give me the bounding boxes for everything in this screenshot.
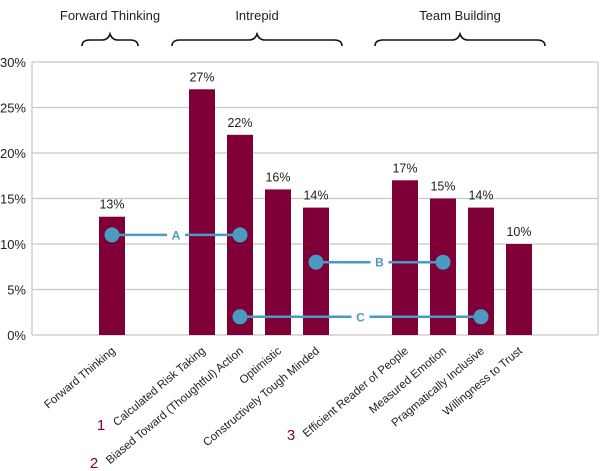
bar-3 bbox=[265, 189, 291, 335]
connector-dot bbox=[232, 227, 248, 243]
y-tick-label: 0% bbox=[7, 328, 26, 343]
x-category-label: Forward Thinking bbox=[42, 345, 118, 411]
y-tick-label: 20% bbox=[0, 146, 26, 161]
y-tick-label: 10% bbox=[0, 237, 26, 252]
data-label: 10% bbox=[506, 225, 531, 239]
group-header: Forward Thinking bbox=[60, 8, 160, 23]
data-label: 16% bbox=[265, 170, 290, 184]
group-brace bbox=[374, 31, 546, 47]
y-tick-label: 5% bbox=[7, 283, 26, 298]
x-category-label: Biased Toward (Thoughtful) Action bbox=[104, 345, 246, 467]
bar-8 bbox=[506, 244, 532, 335]
connector-label: C bbox=[356, 310, 365, 324]
connector-dot bbox=[104, 227, 120, 243]
category-number-marker: 1 bbox=[97, 417, 105, 434]
group-brace bbox=[81, 31, 139, 47]
bar-5 bbox=[392, 180, 418, 335]
bar-4 bbox=[303, 207, 329, 335]
connector-dot bbox=[473, 309, 489, 325]
connector-dot bbox=[232, 309, 248, 325]
connector-label: B bbox=[375, 256, 384, 270]
group-header: Intrepid bbox=[235, 8, 278, 23]
data-label: 14% bbox=[303, 189, 328, 203]
y-tick-label: 25% bbox=[0, 101, 26, 116]
data-label: 27% bbox=[189, 70, 214, 84]
connector-dot bbox=[308, 254, 324, 270]
category-number-marker: 3 bbox=[287, 427, 295, 444]
group-brace bbox=[171, 31, 343, 47]
bar-1 bbox=[189, 89, 215, 335]
group-header: Team Building bbox=[419, 8, 501, 23]
y-tick-label: 30% bbox=[0, 55, 26, 70]
data-label: 13% bbox=[99, 198, 124, 212]
data-label: 15% bbox=[430, 180, 455, 194]
connector-dot bbox=[435, 254, 451, 270]
data-label: 22% bbox=[227, 116, 252, 130]
category-number-marker: 2 bbox=[90, 455, 98, 471]
y-tick-label: 15% bbox=[0, 192, 26, 207]
connector-label: A bbox=[172, 228, 181, 242]
data-label: 14% bbox=[468, 189, 493, 203]
data-label: 17% bbox=[392, 161, 417, 175]
